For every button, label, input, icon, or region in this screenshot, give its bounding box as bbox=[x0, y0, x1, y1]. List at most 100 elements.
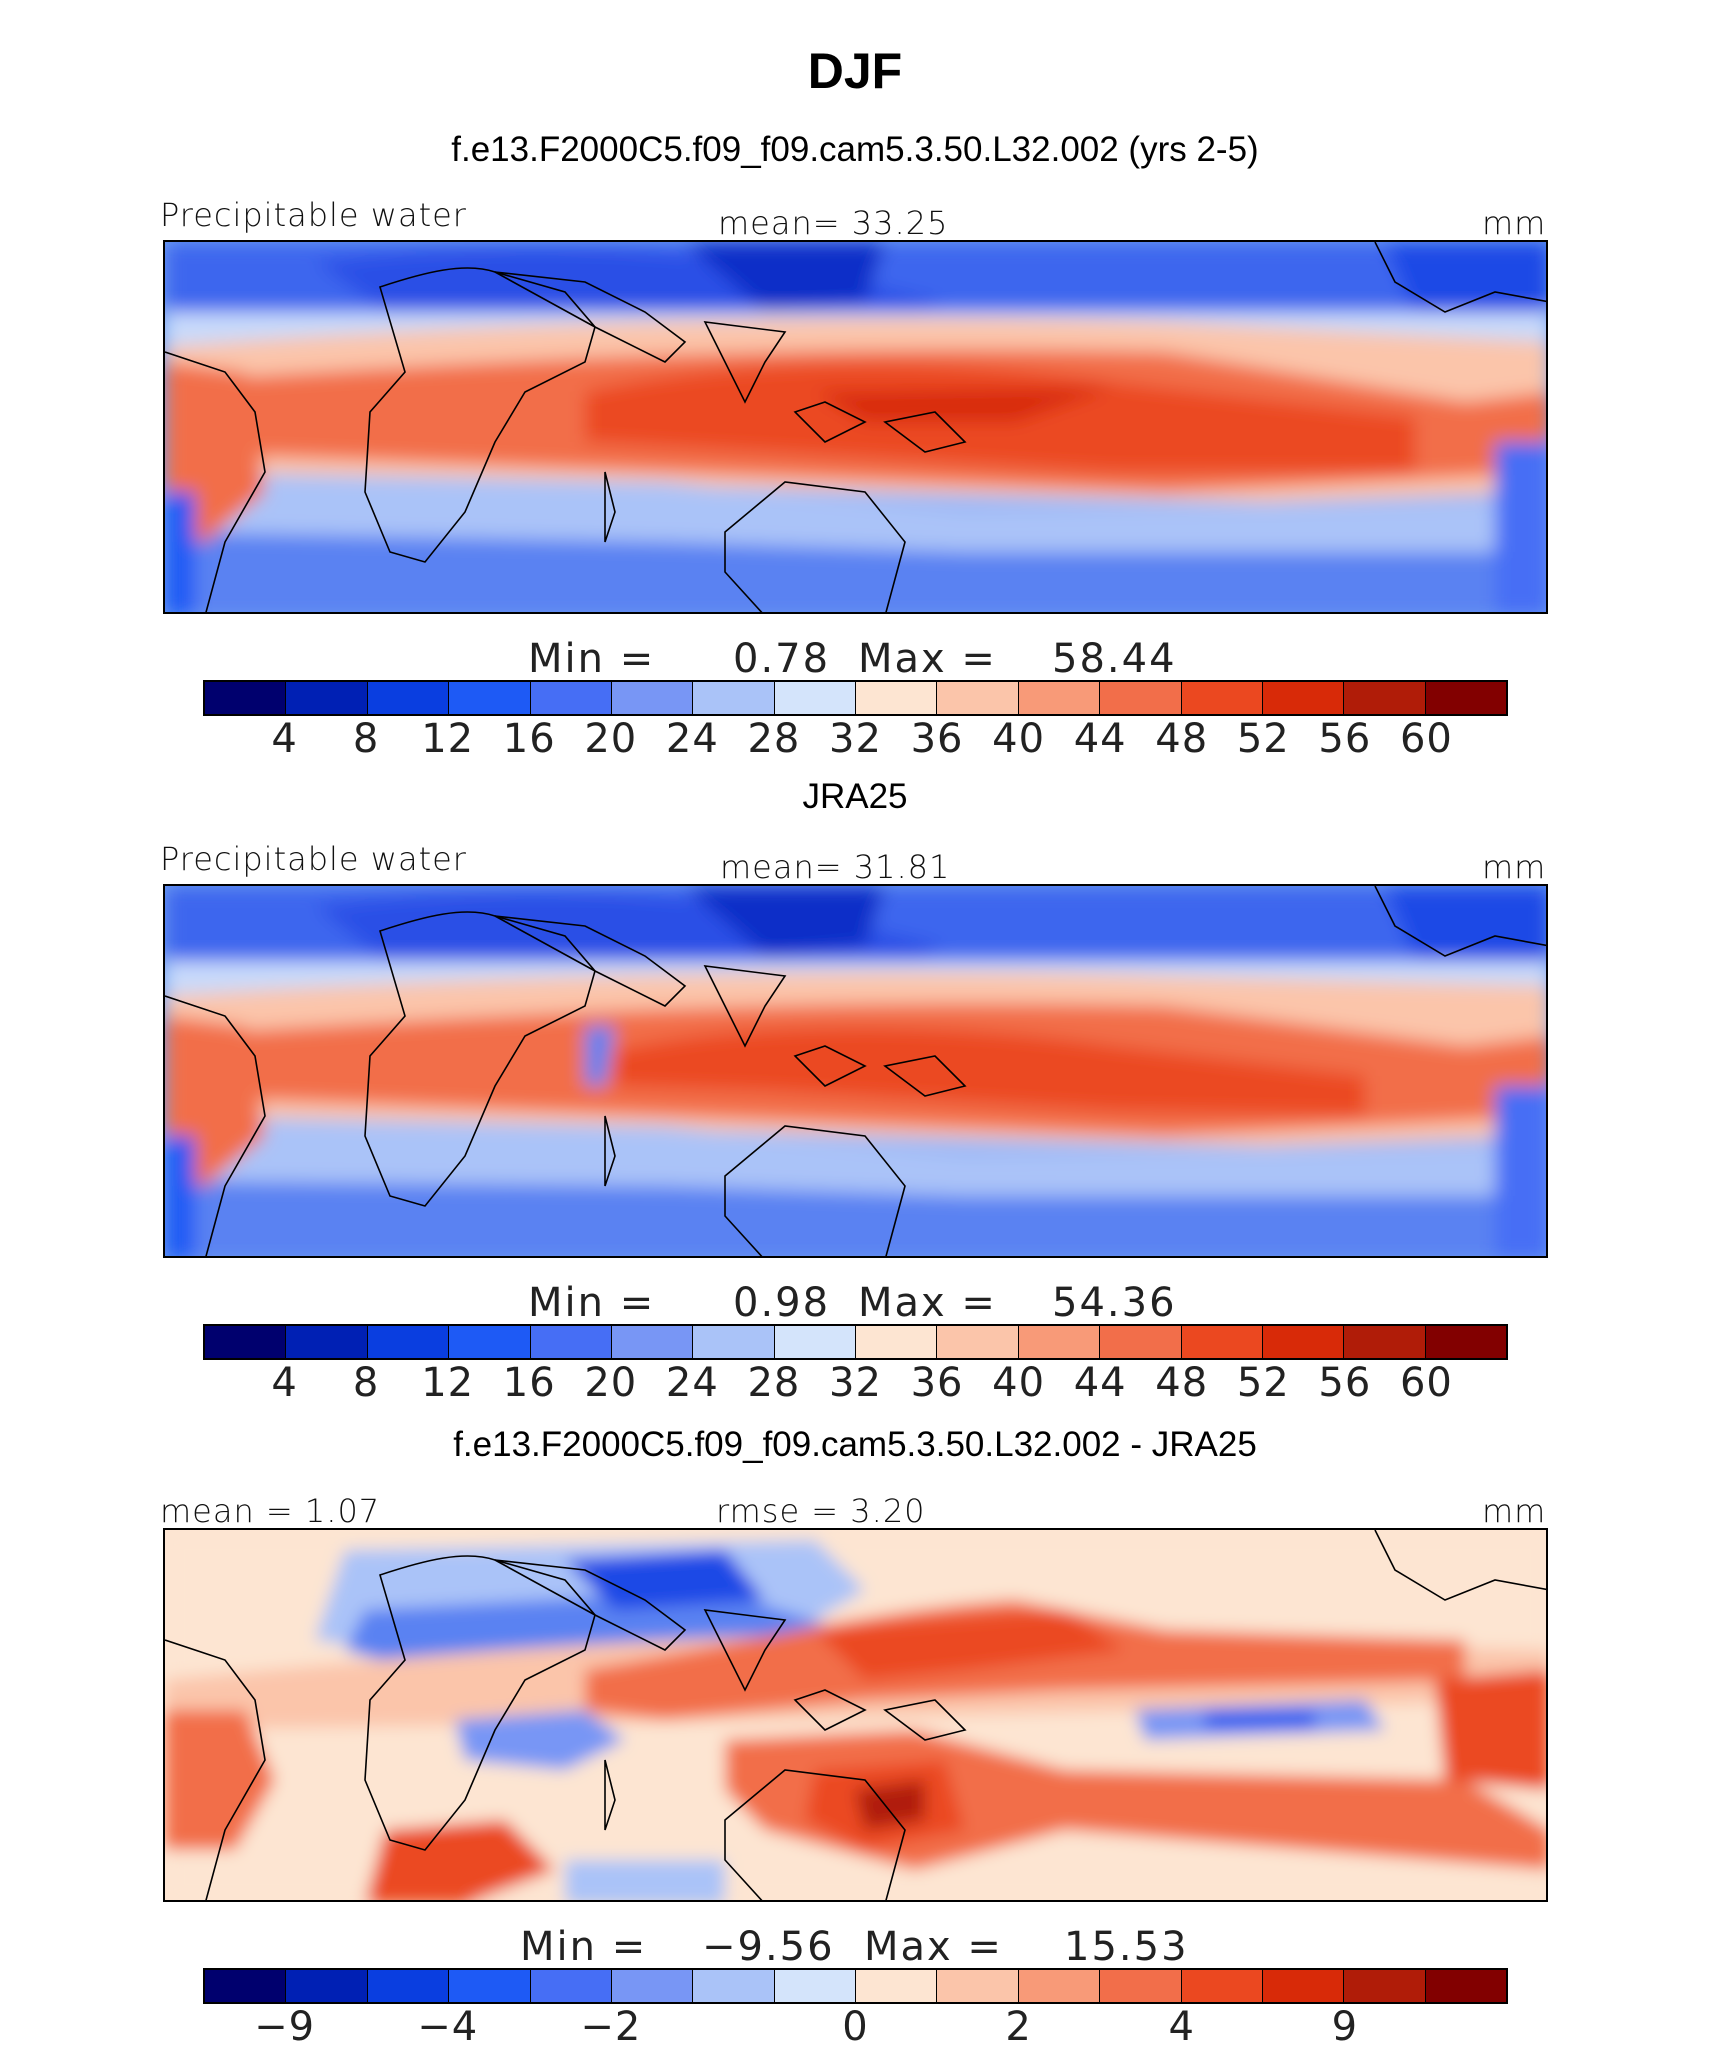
colorbar-tick-label: −4 bbox=[417, 2004, 479, 2050]
colorbar-tick-label: 8 bbox=[352, 1360, 380, 1406]
colorbar-swatch bbox=[1344, 1326, 1426, 1358]
colorbar-swatch bbox=[774, 682, 856, 714]
panel-1-variable-label: Precipitable water bbox=[160, 196, 467, 234]
panel-3-max-value: 15.53 bbox=[1064, 1924, 1189, 1970]
colorbar-tick-label: 32 bbox=[829, 1360, 882, 1406]
colorbar-tick-label: 4 bbox=[271, 1360, 298, 1406]
colorbar-swatch bbox=[367, 1970, 450, 2002]
panel-1-mean-label: mean= 33.25 bbox=[718, 204, 949, 242]
panel-1-units: mm bbox=[1482, 204, 1547, 242]
colorbar-tick-label: 2 bbox=[1005, 2004, 1032, 2050]
colorbar-tick-label: 48 bbox=[1155, 1360, 1209, 1406]
colorbar-swatch bbox=[1100, 1326, 1182, 1358]
figure-title: DJF bbox=[807, 43, 903, 99]
colorbar-tick-label: 48 bbox=[1155, 716, 1209, 762]
colorbar-swatch bbox=[937, 682, 1019, 714]
panel-1-map bbox=[163, 240, 1548, 614]
panel-1-contour-field bbox=[165, 242, 1546, 612]
colorbar-swatch bbox=[1262, 1970, 1345, 2002]
colorbar-tick-label: 24 bbox=[665, 1360, 719, 1406]
colorbar-tick-label: 4 bbox=[271, 716, 298, 762]
colorbar-tick-label: 40 bbox=[992, 1360, 1046, 1406]
colorbar-tick-label: 12 bbox=[421, 1360, 475, 1406]
colorbar-swatch bbox=[937, 1326, 1019, 1358]
colorbar-swatch bbox=[205, 1970, 287, 2002]
panel-1-min-label: Min = bbox=[528, 636, 656, 682]
colorbar-swatch bbox=[1181, 1970, 1263, 2002]
colorbar-swatch bbox=[449, 682, 531, 714]
panel-2-max-value: 54.36 bbox=[1052, 1280, 1177, 1326]
colorbar-tick-label: 40 bbox=[992, 716, 1046, 762]
panel-2-min-label: Min = bbox=[528, 1280, 656, 1326]
colorbar-swatch bbox=[1100, 1970, 1182, 2002]
colorbar-swatch bbox=[693, 682, 775, 714]
panel-3-max-label: Max = bbox=[864, 1924, 1003, 1970]
colorbar-tick-label: 9 bbox=[1331, 2004, 1359, 2050]
colorbar-swatch bbox=[1344, 682, 1426, 714]
panel-2-coastlines bbox=[165, 886, 1546, 1256]
colorbar-swatch bbox=[937, 1970, 1019, 2002]
colorbar-swatch bbox=[693, 1326, 775, 1358]
colorbar-swatch bbox=[774, 1326, 856, 1358]
colorbar-swatch bbox=[530, 1326, 612, 1358]
colorbar-swatch bbox=[367, 682, 450, 714]
colorbar-tick-label: −9 bbox=[254, 2004, 316, 2050]
colorbar-tick-label: 52 bbox=[1236, 716, 1290, 762]
panel-2-contour-field bbox=[165, 886, 1546, 1256]
colorbar-swatch bbox=[1181, 1326, 1263, 1358]
colorbar-tick-label: 36 bbox=[910, 1360, 964, 1406]
colorbar-swatch bbox=[856, 1326, 938, 1358]
panel-2-title: JRA25 bbox=[802, 777, 908, 816]
colorbar-swatch bbox=[530, 1970, 612, 2002]
colorbar-tick-label: −2 bbox=[580, 2004, 642, 2050]
panel-1-max-label: Max = bbox=[858, 636, 997, 682]
panel-2-max-label: Max = bbox=[858, 1280, 997, 1326]
colorbar-swatch bbox=[611, 682, 694, 714]
colorbar-swatch bbox=[1018, 1970, 1101, 2002]
panel-3-colorbar bbox=[203, 1968, 1508, 2004]
colorbar-tick-label: 56 bbox=[1318, 716, 1372, 762]
panel-2-colorbar bbox=[203, 1324, 1508, 1360]
colorbar-tick-label: 36 bbox=[910, 716, 964, 762]
colorbar-swatch bbox=[611, 1970, 694, 2002]
colorbar-swatch bbox=[449, 1326, 531, 1358]
panel-1-colorbar bbox=[203, 680, 1508, 716]
colorbar-swatch bbox=[1262, 1326, 1345, 1358]
panel-3-min-value: −9.56 bbox=[702, 1924, 835, 1970]
panel-3-map bbox=[163, 1528, 1548, 1902]
colorbar-tick-label: 52 bbox=[1236, 1360, 1290, 1406]
colorbar-tick-label: 4 bbox=[1168, 2004, 1195, 2050]
panel-3-colorbar-ticks: −9 −4 −2 0 2 4 9 bbox=[203, 2004, 1508, 2050]
colorbar-swatch bbox=[1344, 1970, 1426, 2002]
panel-2-min-value: 0.98 bbox=[733, 1280, 831, 1326]
panel-1-title: f.e13.F2000C5.f09_f09.cam5.3.50.L32.002 … bbox=[451, 130, 1259, 169]
panel-3-contour-field bbox=[165, 1530, 1546, 1900]
colorbar-tick-label: 60 bbox=[1399, 716, 1453, 762]
panel-2-map bbox=[163, 884, 1548, 1258]
panel-2-mean-label: mean= 31.81 bbox=[720, 848, 951, 886]
panel-1-min-value: 0.78 bbox=[733, 636, 831, 682]
colorbar-swatch bbox=[1425, 682, 1506, 714]
panel-1-max-value: 58.44 bbox=[1052, 636, 1177, 682]
colorbar-swatch bbox=[856, 682, 938, 714]
colorbar-swatch bbox=[530, 682, 612, 714]
colorbar-swatch bbox=[205, 682, 287, 714]
colorbar-tick-label: 24 bbox=[665, 716, 719, 762]
colorbar-tick-label: 60 bbox=[1399, 1360, 1453, 1406]
colorbar-tick-label: 44 bbox=[1073, 1360, 1127, 1406]
colorbar-tick-label: 12 bbox=[421, 716, 475, 762]
panel-3-units: mm bbox=[1482, 1492, 1547, 1530]
colorbar-swatch bbox=[856, 1970, 938, 2002]
colorbar-tick-label: 28 bbox=[747, 716, 801, 762]
colorbar-swatch bbox=[1018, 1326, 1101, 1358]
colorbar-tick-label: 56 bbox=[1318, 1360, 1372, 1406]
panel-2-variable-label: Precipitable water bbox=[160, 840, 467, 878]
colorbar-tick-label: 8 bbox=[352, 716, 380, 762]
colorbar-swatch bbox=[774, 1970, 856, 2002]
colorbar-swatch bbox=[286, 1970, 368, 2002]
colorbar-swatch bbox=[1181, 682, 1263, 714]
colorbar-tick-label: 16 bbox=[502, 1360, 556, 1406]
colorbar-swatch bbox=[693, 1970, 775, 2002]
panel-3-mean-label: mean = 1.07 bbox=[160, 1492, 381, 1530]
colorbar-tick-label: 16 bbox=[502, 716, 556, 762]
